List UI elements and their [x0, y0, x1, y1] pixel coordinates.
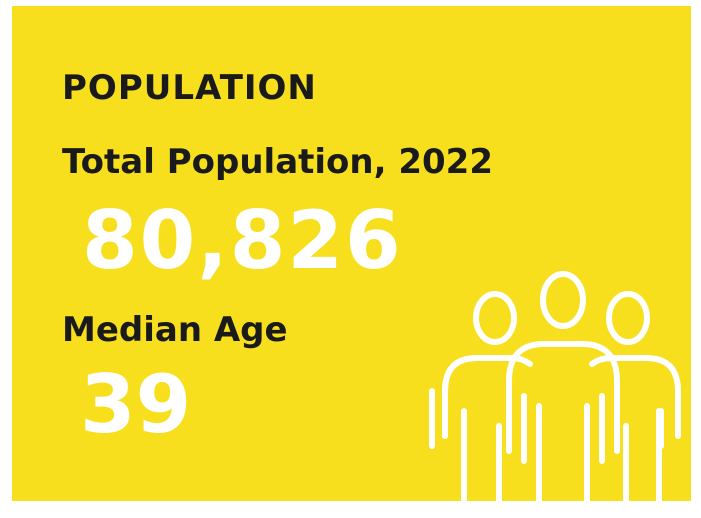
stat-value: 39 [80, 358, 192, 451]
head [606, 291, 650, 345]
head [473, 291, 517, 345]
people-icon [429, 271, 681, 501]
body [609, 355, 681, 501]
shoulders [442, 355, 533, 439]
section-title: POPULATION [62, 68, 317, 108]
head [540, 271, 586, 329]
limbs [521, 393, 605, 501]
stat-value: 80,826 [82, 194, 403, 287]
stat-label: Total Population, 2022 [62, 142, 493, 182]
stat-label: Median Age [62, 310, 288, 350]
population-card: POPULATION Total Population, 2022 80,826… [12, 6, 691, 501]
body [506, 341, 620, 454]
